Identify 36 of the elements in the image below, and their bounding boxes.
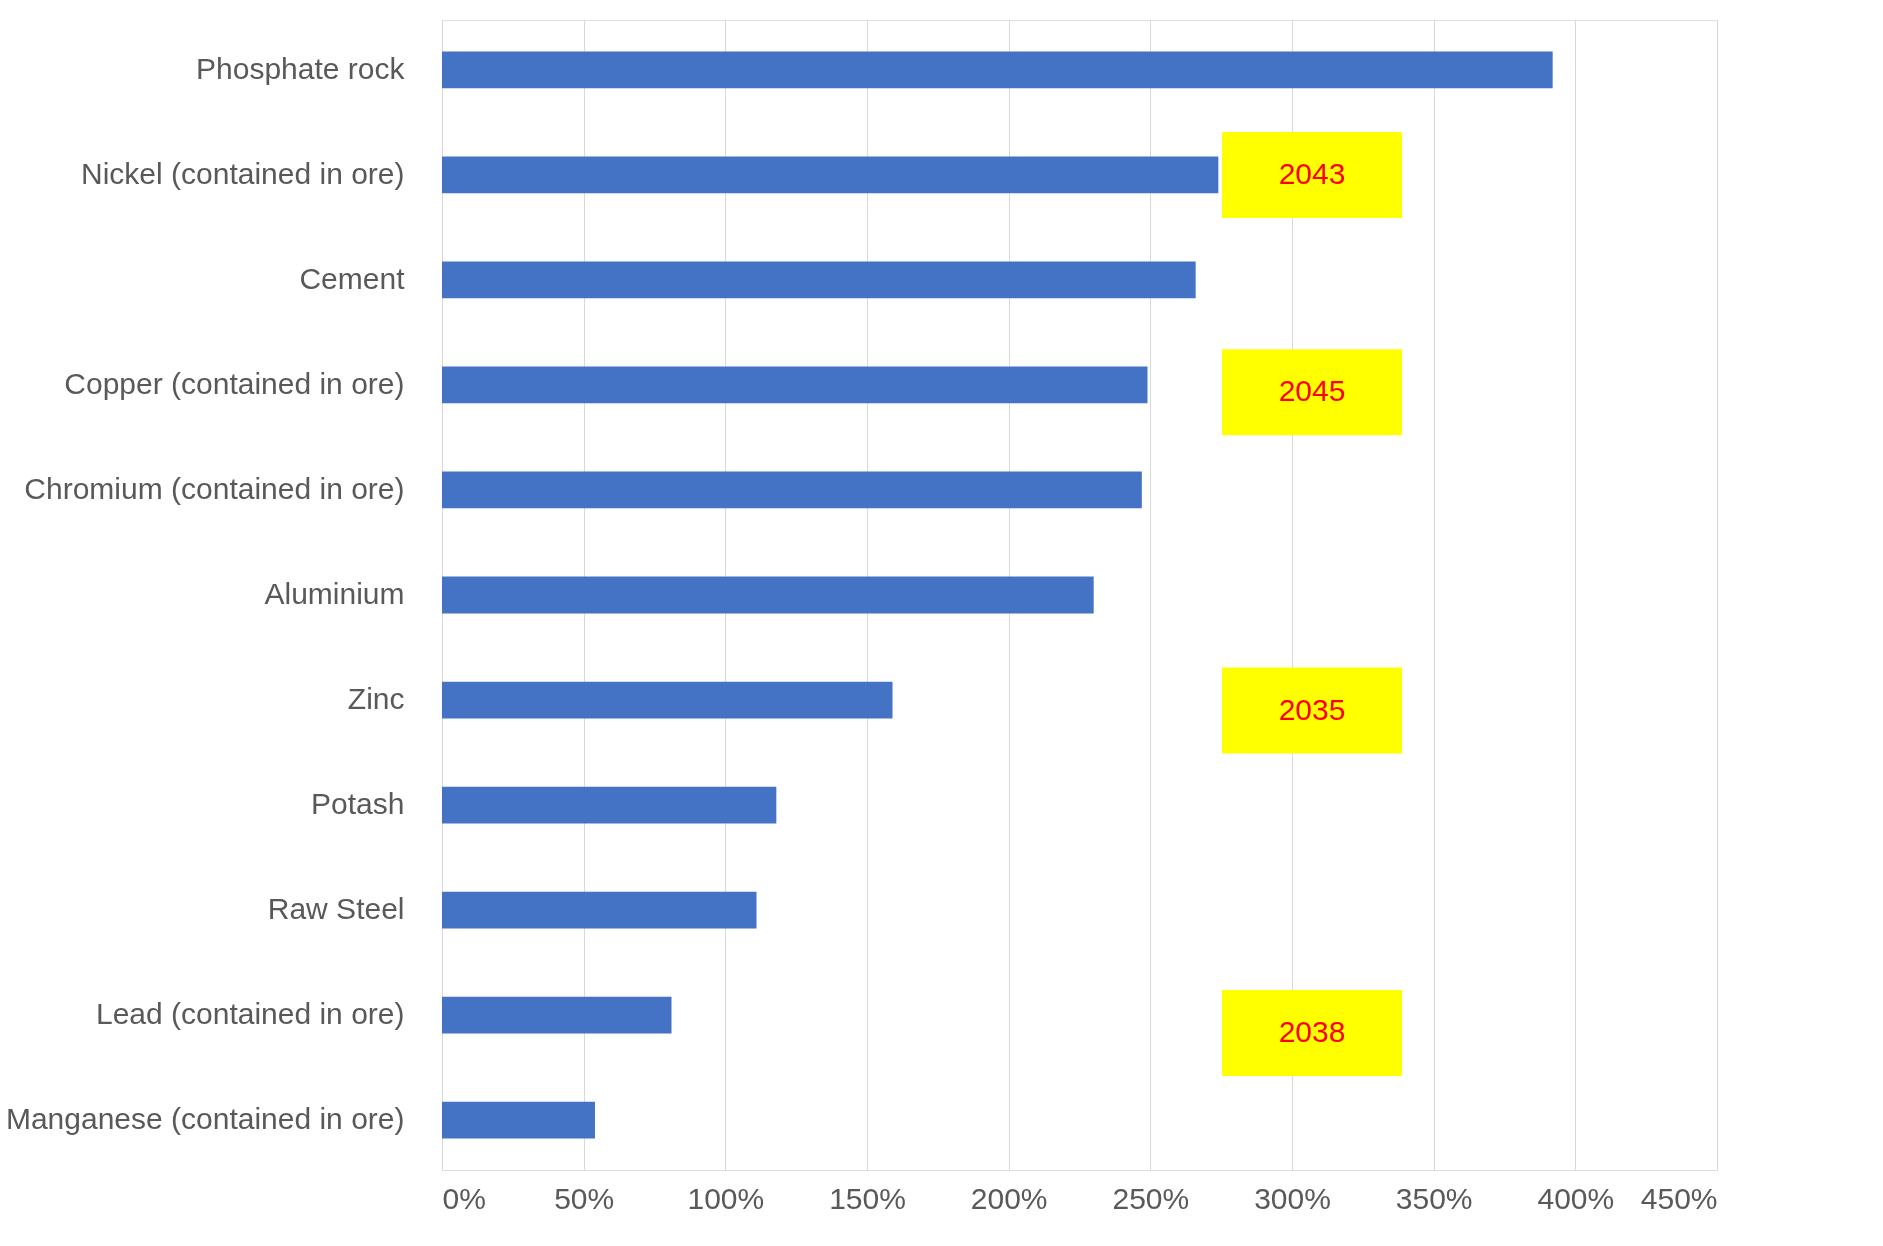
x-tick-label: 150%: [829, 1181, 906, 1215]
x-tick-label: 450%: [1640, 1181, 1718, 1215]
annotation: 2045: [1278, 374, 1346, 408]
x-tick-label: 400%: [1537, 1181, 1615, 1215]
y-tick-label: Zinc: [347, 682, 405, 716]
bar: [442, 1101, 595, 1139]
x-tick-label: 300%: [1254, 1181, 1331, 1215]
y-tick-label: Cement: [299, 261, 406, 295]
bar: [442, 156, 1219, 194]
bar: [442, 786, 777, 824]
bar: [442, 261, 1196, 299]
y-tick-label: Raw Steel: [267, 892, 405, 926]
y-tick-label: Aluminium: [264, 577, 405, 610]
x-tick-label: 350%: [1395, 1181, 1473, 1215]
y-tick-label: Nickel (contained in ore): [81, 156, 405, 190]
x-tick-label: 0%: [442, 1181, 486, 1215]
annotation: 2038: [1278, 1014, 1346, 1048]
bar: [442, 576, 1094, 614]
bar: [442, 681, 893, 719]
y-tick-label: Copper (contained in ore): [64, 366, 405, 400]
x-tick-label: 50%: [554, 1181, 615, 1215]
bar: [442, 51, 1553, 89]
annotation: 2043: [1278, 156, 1346, 190]
y-tick-label: Chromium (contained in ore): [24, 471, 405, 505]
bar: [442, 891, 757, 929]
bar: [442, 996, 672, 1034]
y-tick-label: Lead (contained in ore): [95, 997, 405, 1031]
annotation: 2035: [1278, 692, 1346, 726]
y-tick-label: Manganese (contained in ore): [5, 1102, 405, 1136]
bar: [442, 471, 1142, 509]
y-tick-label: Potash: [311, 787, 405, 821]
bar: [442, 366, 1148, 404]
x-tick-label: 200%: [970, 1181, 1048, 1215]
y-tick-label: Phosphate rock: [196, 51, 406, 85]
x-tick-label: 100%: [687, 1181, 765, 1215]
x-tick-label: 250%: [1112, 1181, 1190, 1215]
